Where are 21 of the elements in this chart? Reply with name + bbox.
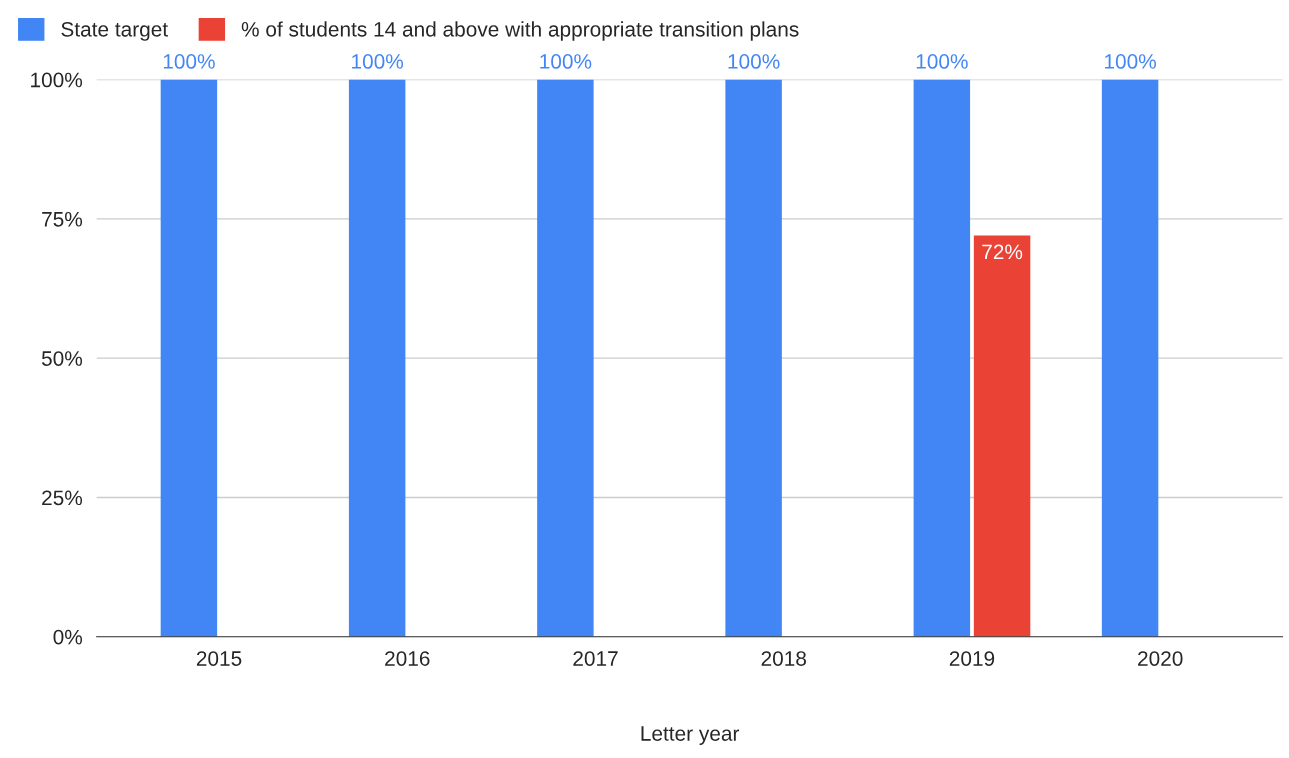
x-tick-label: 2019 (949, 651, 995, 666)
y-tick-label: 0% (53, 629, 83, 645)
data-label: 100% (540, 54, 592, 69)
data-label: 100% (163, 54, 215, 69)
x-tick-label: 2016 (385, 651, 430, 666)
data-label: 100% (728, 54, 780, 69)
x-axis-title: Letter year (641, 726, 740, 746)
data-label: 100% (352, 54, 404, 69)
y-tick-label: 50% (41, 351, 83, 366)
x-tick-label: 2015 (196, 651, 242, 666)
data-label: 100% (916, 54, 968, 69)
x-tick-label: 2020 (1138, 651, 1183, 666)
data-label: 100% (1105, 54, 1156, 69)
data-label: 72% (982, 244, 1023, 260)
x-tick-label: 2018 (761, 651, 806, 666)
y-tick-label: 25% (42, 490, 83, 506)
y-tick-label: 100% (31, 72, 83, 88)
x-tick-label: 2017 (573, 651, 618, 666)
legend-label: State target (61, 21, 168, 41)
y-tick-label: 75% (42, 211, 83, 227)
legend-label: % of students 14 and above with appropriate transition plans (241, 21, 799, 41)
